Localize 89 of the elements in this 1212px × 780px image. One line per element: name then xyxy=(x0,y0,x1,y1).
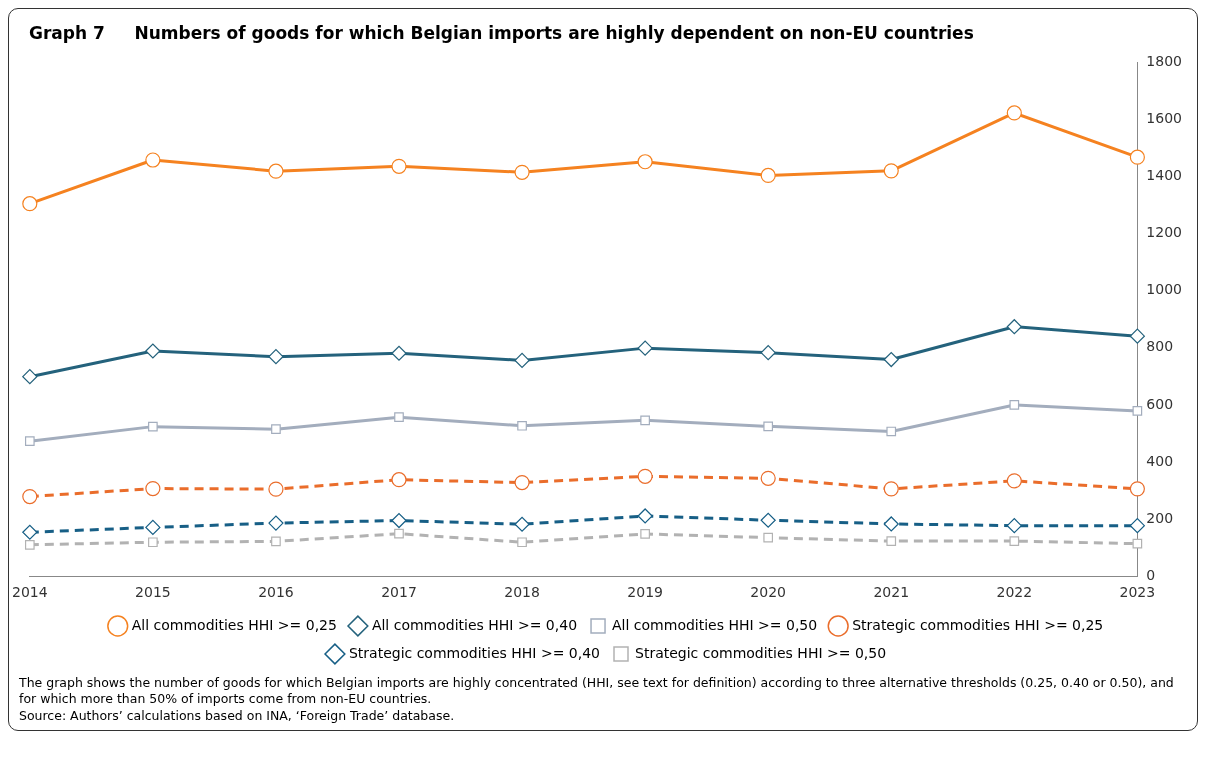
x-tick-label: 2015 xyxy=(135,584,171,601)
legend-label: Strategic commodities HHI >= 0,50 xyxy=(635,644,887,661)
point xyxy=(640,415,650,426)
point xyxy=(391,345,407,361)
point xyxy=(391,472,407,488)
point xyxy=(1129,328,1145,344)
x-tick-label: 2020 xyxy=(750,584,787,601)
point xyxy=(148,537,158,548)
point xyxy=(1129,149,1145,165)
legend-label: Strategic commodities HHI >= 0,25 xyxy=(852,616,1104,633)
point xyxy=(763,532,774,543)
point xyxy=(391,512,407,529)
point xyxy=(760,167,776,184)
point xyxy=(1006,319,1022,335)
x-tick-label: 2019 xyxy=(627,584,663,601)
point xyxy=(763,421,774,432)
point xyxy=(271,536,281,547)
y-tick-label: 1800 xyxy=(1146,53,1183,70)
chart-title: Graph 7 Numbers of goods for which Belgian imports are highly dependent on non-EU countries xyxy=(28,23,975,45)
y-tick-label: 400 xyxy=(1146,452,1174,469)
point xyxy=(637,508,653,524)
x-tick-label: 2023 xyxy=(1119,584,1156,601)
point xyxy=(268,163,284,179)
point xyxy=(1006,518,1022,534)
y-tick-label: 200 xyxy=(1146,509,1174,526)
point xyxy=(145,519,161,535)
point xyxy=(517,420,527,431)
y-tick-label: 0 xyxy=(1146,566,1156,583)
x-tick-label: 2016 xyxy=(258,584,294,601)
point xyxy=(637,468,653,484)
point xyxy=(517,537,527,548)
point xyxy=(145,480,161,497)
point xyxy=(1009,536,1020,546)
point xyxy=(145,343,161,359)
point xyxy=(640,529,650,539)
point xyxy=(145,152,161,168)
point xyxy=(268,349,284,365)
point xyxy=(1132,538,1143,549)
x-tick-label: 2018 xyxy=(504,584,540,601)
point xyxy=(1006,105,1022,121)
point xyxy=(760,470,776,486)
y-tick-label: 600 xyxy=(1146,395,1174,412)
point xyxy=(760,512,776,528)
legend-label: Strategic commodities HHI >= 0,40 xyxy=(348,644,601,661)
point xyxy=(394,412,404,423)
legend-label: All commodities HHI >= 0,50 xyxy=(612,616,818,633)
point xyxy=(514,352,530,368)
point xyxy=(22,488,38,505)
point xyxy=(394,528,404,539)
legend-label: All commodities HHI >= 0,40 xyxy=(371,616,578,633)
source-note: Source: Authors’ calculations based on INA, ‘Foreign Trade’ database. xyxy=(19,707,456,724)
point xyxy=(1132,406,1143,416)
point xyxy=(883,516,899,532)
point xyxy=(24,539,35,550)
point xyxy=(883,351,899,368)
point xyxy=(883,481,899,497)
point xyxy=(1129,481,1145,497)
point xyxy=(391,158,407,174)
y-tick-label: 1400 xyxy=(1146,167,1183,184)
point xyxy=(148,421,158,432)
point xyxy=(637,340,653,356)
y-tick-label: 1000 xyxy=(1146,281,1183,298)
point xyxy=(1006,473,1022,489)
text: The graph shows the number of goods for which Belgian imports are highly concentrated (HHI, see text for definition) according to three alternative thresholds (0.25, 0.40 or 0.50), and for which more than 50% of imports come from non-EU countries. xyxy=(19,675,1175,708)
x-tick-label: 2014 xyxy=(11,584,48,601)
y-tick-label: 800 xyxy=(1146,338,1174,355)
point xyxy=(886,536,897,546)
x-tick-label: 2017 xyxy=(381,584,417,601)
point xyxy=(24,436,35,447)
point xyxy=(22,196,38,212)
x-tick-label: 2022 xyxy=(996,584,1033,601)
point xyxy=(886,426,897,437)
point xyxy=(1009,400,1020,410)
point xyxy=(514,516,530,532)
legend-label: All commodities HHI >= 0,25 xyxy=(131,616,337,633)
point xyxy=(271,424,281,435)
point xyxy=(1129,518,1145,534)
point xyxy=(514,474,530,491)
point xyxy=(22,524,38,540)
point xyxy=(268,481,284,497)
point xyxy=(22,369,38,385)
x-tick-label: 2021 xyxy=(873,584,910,601)
y-tick-label: 1600 xyxy=(1146,110,1183,127)
point xyxy=(514,164,530,180)
point xyxy=(760,345,776,361)
point xyxy=(637,154,653,170)
point xyxy=(883,163,899,179)
y-tick-label: 1200 xyxy=(1146,224,1183,241)
point xyxy=(268,515,284,531)
